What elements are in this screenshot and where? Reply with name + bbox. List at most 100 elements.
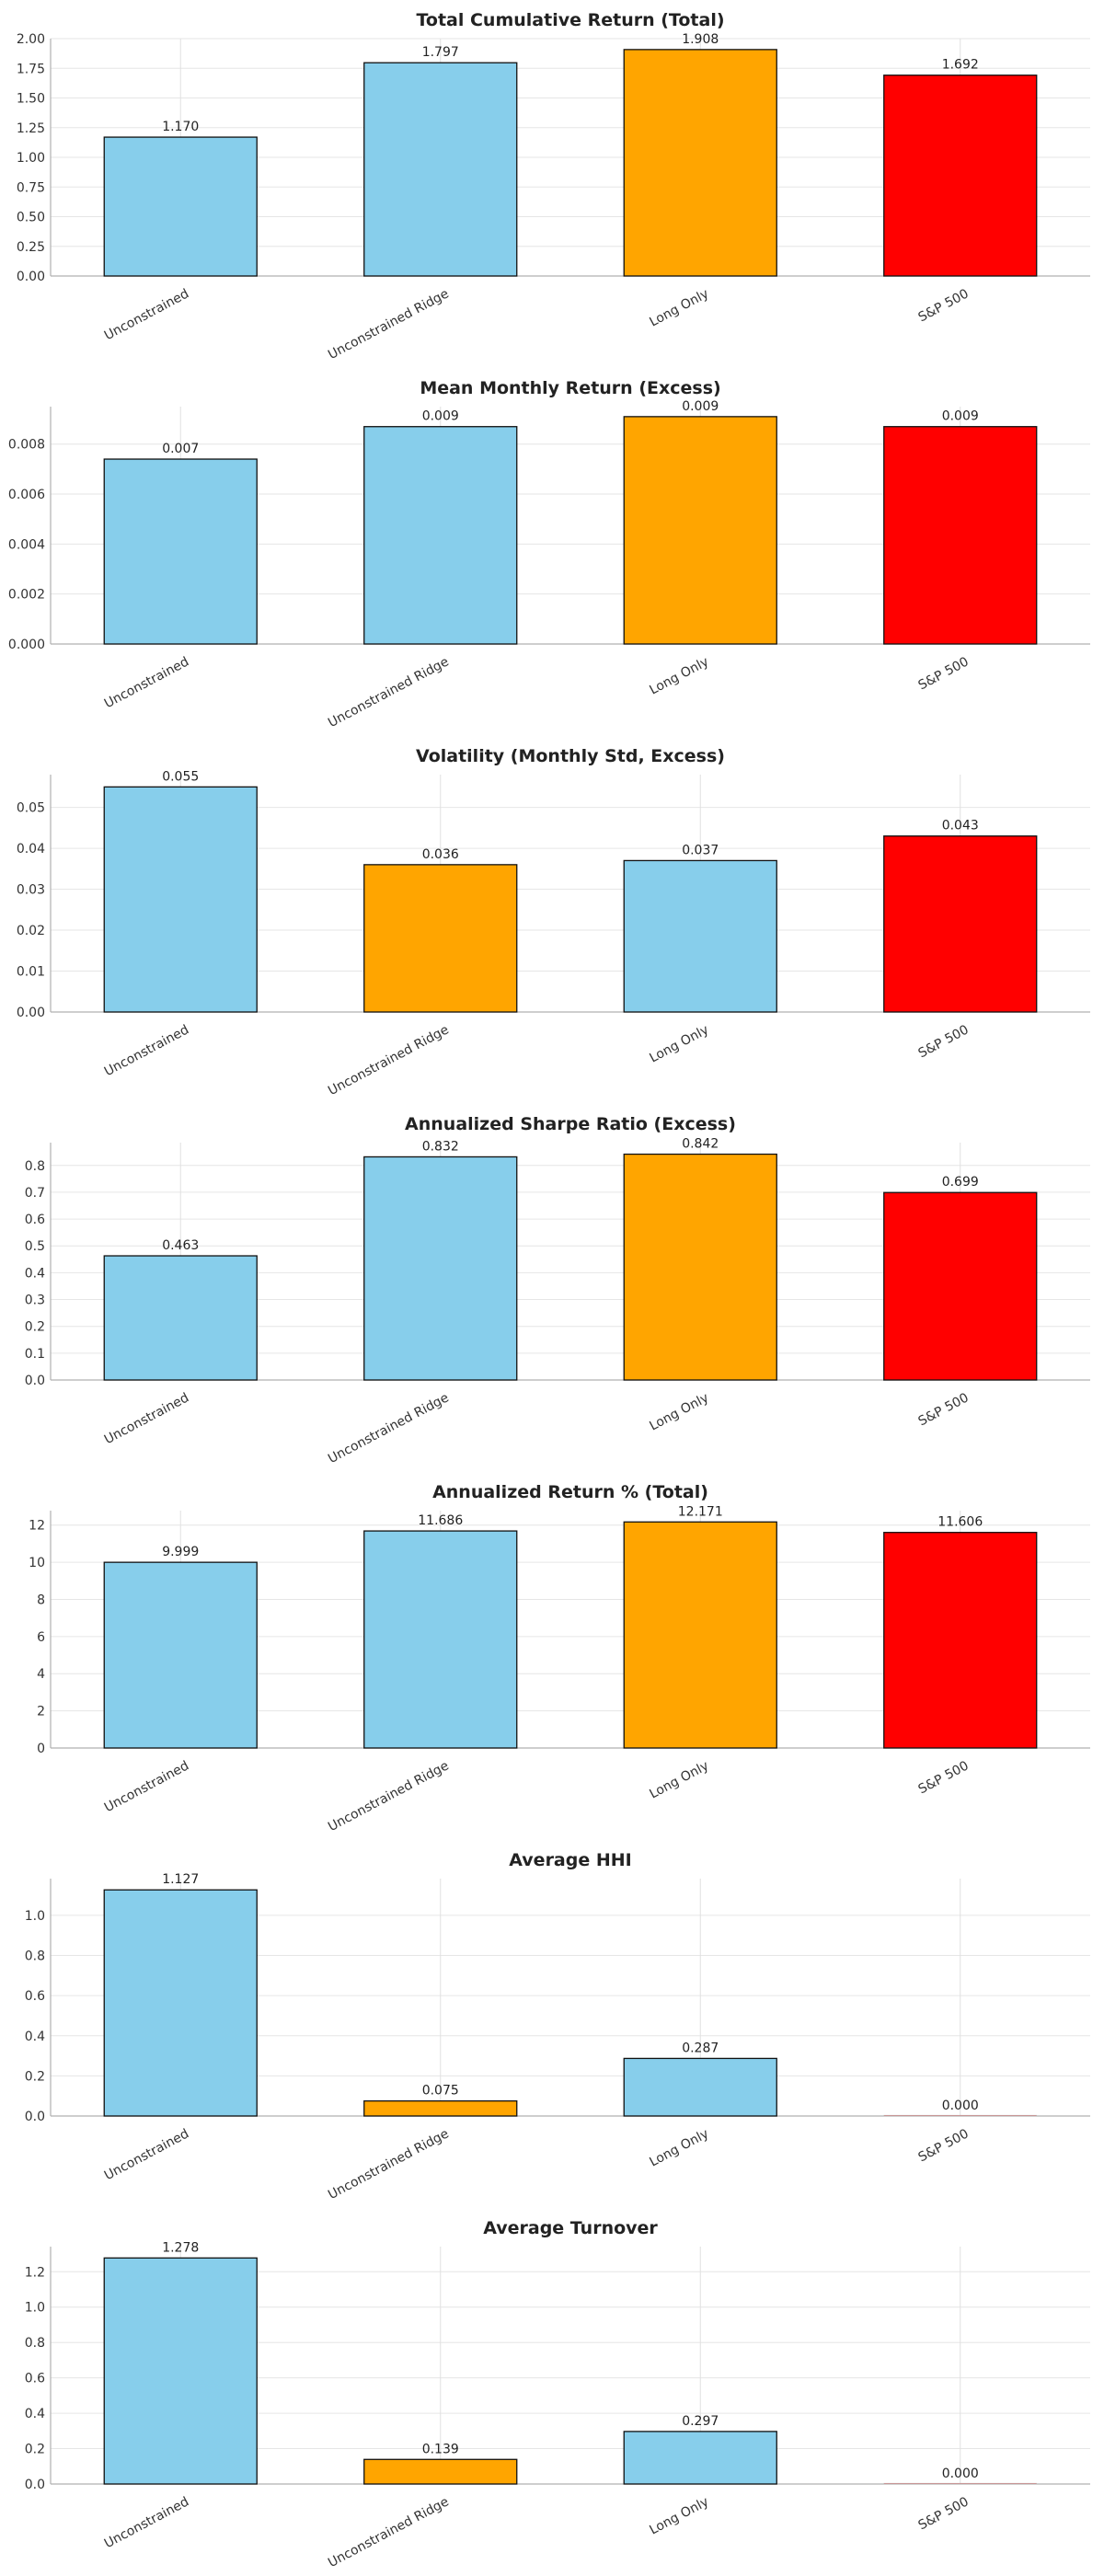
y-tick-label: 0.1 (25, 1347, 45, 1362)
x-tick-label: Long Only (647, 1390, 711, 1433)
y-tick-label: 0.7 (25, 1186, 45, 1201)
y-tick-label: 6 (37, 1630, 45, 1645)
y-tick-label: 0.01 (17, 965, 45, 980)
y-tick-label: 1.2 (25, 2265, 45, 2280)
x-tick-label: S&P 500 (916, 1758, 972, 1797)
y-tick-label: 0.004 (8, 537, 45, 552)
bar-value-label: 0.037 (682, 843, 719, 857)
x-tick-label: Unconstrained Ridge (326, 1022, 452, 1098)
bar-unconstrained (103, 1255, 258, 1381)
bar-unconstrained-ridge (363, 1530, 518, 1749)
x-tick-label: Unconstrained Ridge (326, 1390, 452, 1466)
chart-title: Annualized Sharpe Ratio (Excess) (405, 1114, 736, 1134)
bar-value-label: 0.139 (422, 2442, 459, 2456)
y-tick-label: 0.2 (25, 2069, 45, 2084)
bar-value-label: 1.170 (162, 120, 199, 134)
bar-value-label: 0.009 (682, 399, 719, 414)
bar-unconstrained-ridge (363, 2099, 518, 2117)
y-tick-label: 1.75 (17, 62, 45, 76)
bar-value-label: 11.606 (937, 1515, 983, 1530)
x-tick-label: Unconstrained Ridge (326, 1758, 452, 1834)
y-tick-label: 0.006 (8, 488, 45, 502)
x-tick-label: Unconstrained (102, 286, 191, 343)
y-tick-label: 0.00 (17, 270, 45, 284)
y-tick-label: 0.50 (17, 211, 45, 225)
y-tick-label: 0.6 (25, 1213, 45, 1227)
y-tick-label: 0.6 (25, 2372, 45, 2386)
y-tick-label: 0.25 (17, 240, 45, 255)
y-tick-label: 1.0 (25, 2301, 45, 2316)
bar-value-label: 0.000 (942, 2467, 979, 2481)
y-tick-label: 0.0 (25, 1374, 45, 1388)
bar-unconstrained-ridge (363, 864, 518, 1013)
x-tick-label: Unconstrained (102, 2494, 191, 2551)
bar-s-p-500 (883, 1532, 1038, 1749)
bar-value-label: 9.999 (162, 1545, 199, 1559)
bar-unconstrained (103, 1561, 258, 1749)
y-tick-label: 1.00 (17, 151, 45, 166)
bar-value-label: 0.009 (422, 409, 459, 424)
bar-value-label: 0.075 (422, 2084, 459, 2099)
bar-value-label: 1.908 (682, 32, 719, 47)
bar-value-label: 0.297 (682, 2414, 719, 2429)
bar-value-label: 0.842 (682, 1137, 719, 1152)
y-tick-label: 0.3 (25, 1294, 45, 1308)
x-tick-label: S&P 500 (916, 286, 972, 325)
y-tick-label: 0.8 (25, 1159, 45, 1174)
bar-value-label: 0.036 (422, 847, 459, 862)
x-tick-label: Unconstrained (102, 1022, 191, 1079)
y-tick-label: 0.8 (25, 1949, 45, 1964)
bar-long-only (623, 859, 777, 1013)
bar-value-label: 0.832 (422, 1139, 459, 1154)
bar-s-p-500 (883, 75, 1038, 277)
chart-title: Total Cumulative Return (Total) (416, 10, 724, 30)
y-tick-label: 0.5 (25, 1239, 45, 1254)
x-tick-label: Unconstrained Ridge (326, 654, 452, 730)
y-tick-label: 0.4 (25, 1266, 45, 1281)
bar-long-only (623, 49, 777, 277)
y-tick-label: 0 (37, 1742, 45, 1756)
y-tick-label: 0.6 (25, 1989, 45, 2004)
y-tick-label: 0.4 (25, 2407, 45, 2421)
chart-title: Volatility (Monthly Std, Excess) (416, 746, 725, 766)
bar-value-label: 1.797 (422, 45, 459, 60)
x-tick-label: Long Only (647, 286, 711, 329)
bar-chart-4: Annualized Sharpe Ratio (Excess) 0.0 0.1 0.… (25, 1114, 1090, 1466)
bar-value-label: 1.127 (162, 1872, 199, 1887)
bar-unconstrained-ridge (363, 1156, 518, 1381)
y-tick-label: 0.05 (17, 801, 45, 816)
bar-chart-7: Average Turnover 0.0 0.2 0.4 0.6 0.8 1.0 1.2 1.2… (25, 2218, 1090, 2570)
y-tick-label: 0.8 (25, 2336, 45, 2351)
y-tick-label: 0.000 (8, 638, 45, 652)
x-tick-label: Long Only (647, 2494, 711, 2537)
x-tick-label: S&P 500 (916, 1022, 972, 1061)
bar-s-p-500 (883, 426, 1038, 645)
bar-unconstrained-ridge (363, 426, 518, 645)
x-tick-label: S&P 500 (916, 2494, 972, 2533)
y-tick-label: 1.25 (17, 121, 45, 136)
bar-s-p-500 (883, 1191, 1038, 1381)
y-tick-label: 4 (37, 1667, 45, 1682)
y-tick-label: 8 (37, 1593, 45, 1607)
bar-unconstrained (103, 458, 258, 645)
y-tick-label: 0.4 (25, 2030, 45, 2044)
bar-long-only (623, 2057, 777, 2117)
y-tick-label: 2 (37, 1705, 45, 1719)
bar-long-only (623, 416, 777, 645)
bar-unconstrained-ridge (363, 62, 518, 277)
chart-title: Mean Monthly Return (Excess) (420, 378, 720, 398)
x-tick-label: Unconstrained (102, 1758, 191, 1815)
x-tick-label: Unconstrained (102, 1390, 191, 1447)
bar-unconstrained (103, 1889, 258, 2117)
y-tick-label: 0.02 (17, 924, 45, 938)
y-tick-label: 0.008 (8, 438, 45, 453)
bar-value-label: 0.009 (942, 409, 979, 424)
x-tick-label: Long Only (647, 654, 711, 697)
x-tick-label: Unconstrained Ridge (326, 2494, 452, 2570)
y-tick-label: 10 (29, 1556, 45, 1570)
y-tick-label: 0.2 (25, 1320, 45, 1335)
bar-long-only (623, 1153, 777, 1381)
bar-s-p-500 (883, 2482, 1038, 2485)
bar-value-label: 0.463 (162, 1238, 199, 1253)
